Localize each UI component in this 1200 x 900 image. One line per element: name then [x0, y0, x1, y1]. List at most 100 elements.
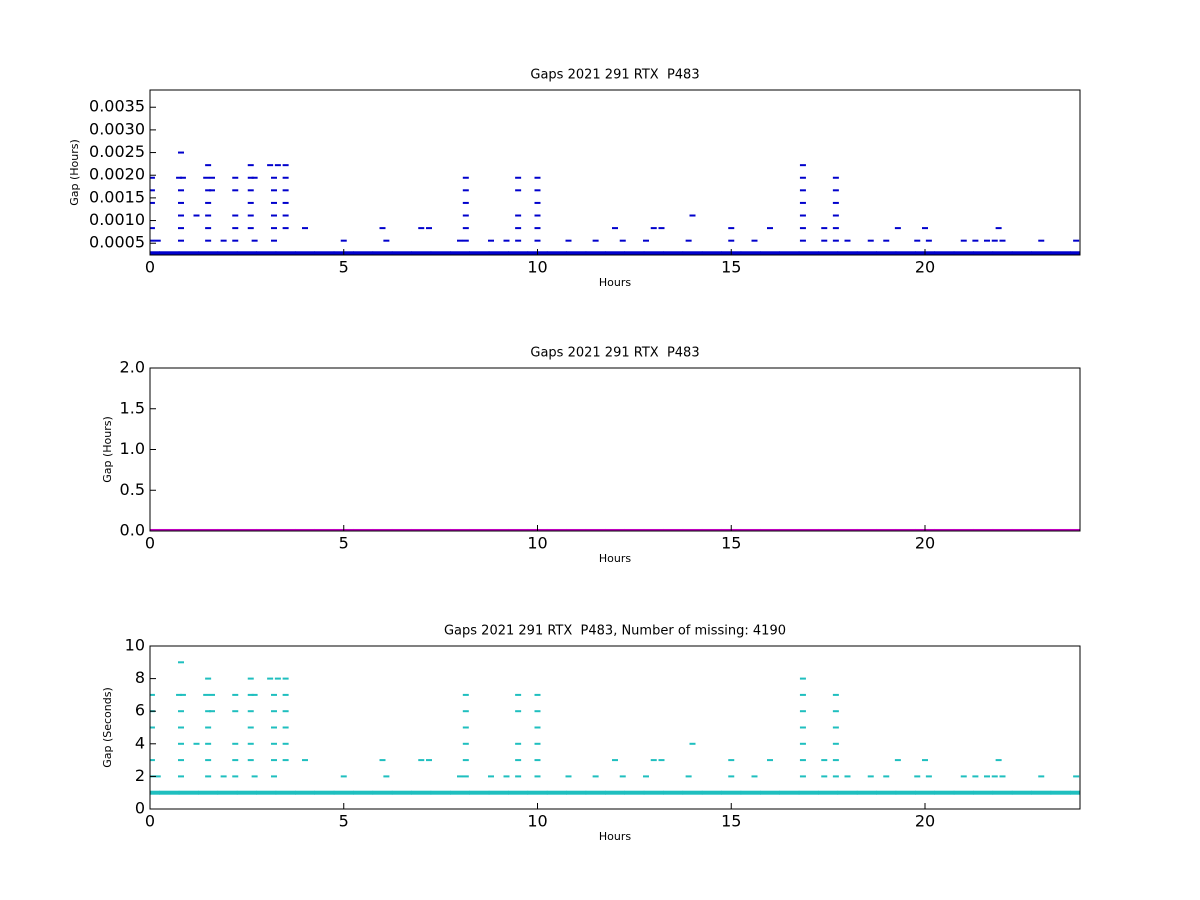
point [534, 710, 541, 713]
point [178, 227, 184, 230]
point [821, 227, 828, 230]
point [462, 693, 469, 696]
point [302, 227, 308, 230]
point [832, 189, 839, 192]
point [832, 775, 839, 778]
axes-frame [149, 645, 1081, 810]
x-tick-label: 15 [721, 258, 741, 277]
point [198, 251, 219, 255]
point [247, 214, 254, 217]
point [895, 790, 916, 795]
point [150, 251, 160, 255]
point [295, 790, 315, 795]
point [624, 528, 645, 531]
point [179, 176, 186, 179]
point [844, 239, 851, 242]
point [247, 693, 254, 696]
point [663, 251, 684, 255]
point [411, 528, 432, 531]
point [876, 790, 897, 795]
point [372, 528, 393, 531]
point [217, 790, 238, 795]
y-tick-label: 1.0 [120, 439, 145, 458]
point [837, 790, 858, 795]
point [150, 759, 155, 762]
point [953, 528, 974, 531]
point [992, 528, 1013, 531]
point [960, 775, 967, 778]
point [508, 528, 529, 531]
point [267, 164, 274, 167]
point [462, 726, 469, 729]
point [247, 227, 254, 230]
point [178, 742, 184, 745]
point [247, 759, 254, 762]
point [650, 759, 657, 762]
point [209, 710, 215, 713]
point [818, 528, 839, 531]
point [767, 759, 773, 762]
point [205, 164, 212, 167]
point [612, 227, 618, 230]
point [411, 251, 432, 255]
point [799, 164, 806, 167]
point [426, 227, 432, 230]
point [217, 251, 238, 255]
point [914, 239, 921, 242]
point [150, 201, 155, 204]
point [271, 710, 277, 713]
point [999, 775, 1006, 778]
point [178, 239, 184, 242]
point [430, 528, 451, 531]
point [462, 239, 469, 242]
point [282, 759, 289, 762]
point [991, 239, 998, 242]
point [503, 239, 510, 242]
point [411, 790, 432, 795]
point [247, 710, 254, 713]
point [154, 775, 161, 778]
point [203, 176, 210, 179]
x-tick-label: 15 [721, 812, 741, 831]
point [271, 214, 277, 217]
point [462, 189, 469, 192]
point [658, 759, 665, 762]
chart-title: Gaps 2021 291 RTX P483 [530, 346, 699, 361]
point [282, 164, 289, 167]
x-tick-label: 5 [339, 812, 349, 831]
point [984, 775, 990, 778]
point [232, 239, 239, 242]
point [799, 239, 806, 242]
point [837, 528, 858, 531]
point [1031, 528, 1052, 531]
point [779, 251, 800, 255]
point [205, 201, 212, 204]
point [469, 790, 490, 795]
y-tick-label: 0.0035 [89, 97, 145, 116]
point [1011, 251, 1032, 255]
point [282, 227, 289, 230]
point [205, 677, 212, 680]
point [883, 239, 890, 242]
point [488, 239, 494, 242]
axes-frame [149, 367, 1081, 532]
point [178, 201, 184, 204]
point [973, 251, 994, 255]
y-tick-label: 0.0 [120, 521, 145, 540]
point [247, 176, 254, 179]
point [340, 239, 347, 242]
point [508, 790, 529, 795]
point [619, 775, 626, 778]
point [515, 693, 522, 696]
point [205, 189, 212, 192]
point [418, 227, 425, 230]
point [740, 251, 761, 255]
point [844, 775, 851, 778]
point [832, 710, 839, 713]
point [203, 693, 210, 696]
point [178, 214, 184, 217]
point [534, 189, 541, 192]
point [383, 775, 390, 778]
point [701, 528, 722, 531]
point [159, 790, 180, 795]
